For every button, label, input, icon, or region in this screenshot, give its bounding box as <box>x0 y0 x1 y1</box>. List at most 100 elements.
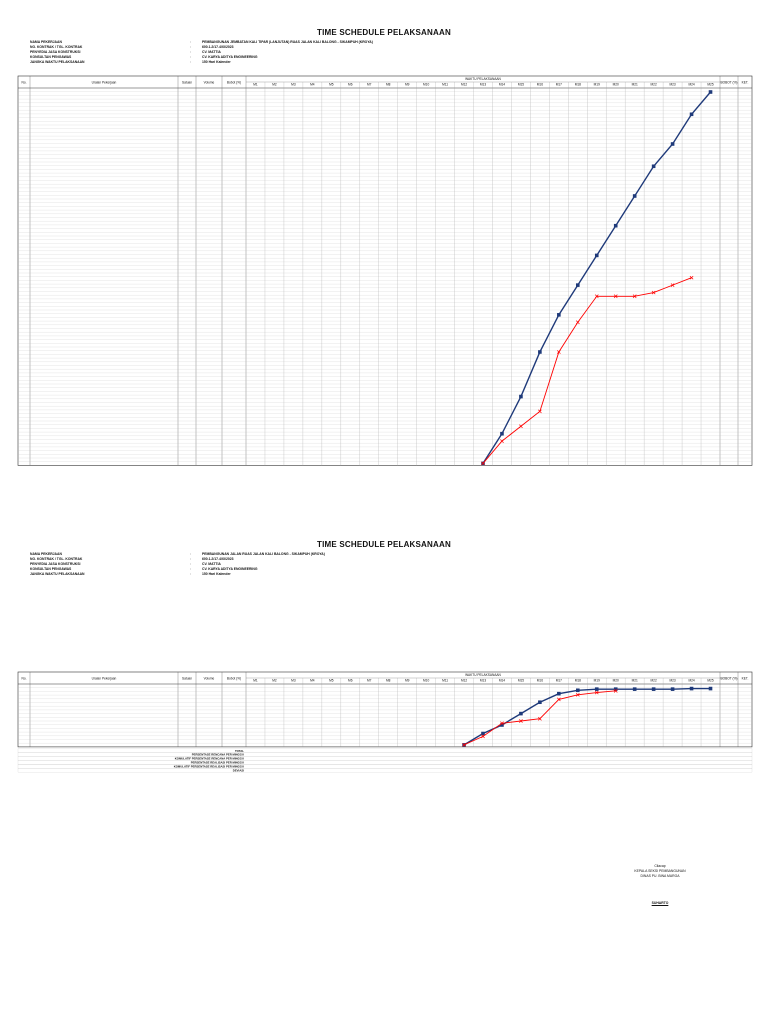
meta-key: KONSULTAN PENGAWAS <box>30 567 72 571</box>
data-point <box>556 697 561 702</box>
series-line <box>463 690 616 746</box>
week-label: M14 <box>499 678 505 682</box>
meta-key: NO. KONTRAK / TGL. KONTRAK <box>30 45 83 49</box>
week-label: M22 <box>651 678 657 682</box>
meta-key: NO. KONTRAK / TGL. KONTRAK <box>30 557 83 561</box>
data-point <box>613 223 618 228</box>
week-label: M9 <box>405 82 410 86</box>
week-label: M8 <box>386 678 391 682</box>
week-label: M15 <box>518 82 524 86</box>
data-point <box>500 723 504 727</box>
sheet-title: TIME SCHEDULE PELAKSANAAN <box>317 540 451 549</box>
meta-value: PEMBANGUNAN JALAN RUAS JALAN KALI BALONG… <box>202 552 325 556</box>
data-point <box>575 320 580 325</box>
week-label: M3 <box>291 678 296 682</box>
data-point <box>689 275 694 280</box>
schedule-sheet-top: TIME SCHEDULE PELAKSANAAN NAMA PEKERJAAN… <box>17 28 753 466</box>
data-point <box>538 350 542 354</box>
data-point <box>613 687 618 691</box>
data-point <box>538 700 542 705</box>
week-label: M7 <box>367 678 372 682</box>
header-satuan: Satuan <box>182 677 192 681</box>
summary-label: KOMULATIF PERSENTASE RENCANA PER MINGGU <box>175 757 244 761</box>
series-line <box>482 91 712 464</box>
meta-key: NAMA PEKERJAAN <box>30 40 62 44</box>
header-uraian: Uraian Pekerjaan <box>92 677 117 681</box>
data-point <box>689 686 694 691</box>
schedule-table-bottom: No. Uraian Pekerjaan Satuan Volume Bobot (%)… <box>17 671 753 773</box>
week-label: M2 <box>272 678 277 682</box>
meta-key: PENYEDIA JASA KONSTRUKSI <box>30 50 81 54</box>
week-label: M3 <box>291 82 296 86</box>
week-label: M7 <box>367 82 372 86</box>
week-label: M14 <box>499 82 505 86</box>
data-point <box>594 294 599 299</box>
week-label: M17 <box>556 82 562 86</box>
week-label: M10 <box>423 678 429 682</box>
week-label: M6 <box>348 678 353 682</box>
week-label: M24 <box>688 82 694 86</box>
week-label: M23 <box>669 82 675 86</box>
data-point <box>708 686 713 691</box>
week-label: M16 <box>537 678 543 682</box>
table-frame <box>17 671 753 748</box>
summary-row <box>17 756 753 761</box>
data-point <box>632 687 637 691</box>
week-label: M20 <box>613 82 619 86</box>
summary-label: PERSENTASE RENCANA PER MINGGU <box>192 753 244 757</box>
table-frame <box>17 75 753 466</box>
summary-row <box>17 748 753 753</box>
week-label: M8 <box>386 82 391 86</box>
data-point <box>613 688 618 693</box>
header-no: No. <box>22 81 27 85</box>
week-label: M5 <box>329 82 334 86</box>
week-label: M23 <box>669 678 675 682</box>
data-point <box>519 711 523 716</box>
header-ket: KET. <box>742 81 749 85</box>
week-label: M21 <box>632 82 638 86</box>
week-label: M10 <box>423 82 429 86</box>
data-point <box>651 290 656 295</box>
schedule-sheet-bottom: TIME SCHEDULE PELAKSANAAN NAMA PEKERJAAN… <box>0 512 768 1024</box>
data-point <box>556 350 561 354</box>
data-point <box>576 688 580 693</box>
data-point <box>632 194 637 198</box>
summary-label: PERSENTASE REALISASI PER MINGGU <box>191 761 244 765</box>
summary-row <box>17 768 753 773</box>
header-bobot: Bobot (%) <box>227 677 241 681</box>
meta-key: KONSULTAN PENGAWAS <box>30 55 72 59</box>
week-label: M11 <box>442 82 448 86</box>
meta-value: CV. KARYA ADITYA ENGINEERING <box>202 55 258 59</box>
meta-value: CV. KARYA ADITYA ENGINEERING <box>202 567 258 571</box>
week-label: M12 <box>461 678 467 682</box>
meta-value: 600.1.2/17.4/XI/2023 <box>202 45 234 49</box>
data-point <box>594 253 599 258</box>
meta-key: NAMA PEKERJAAN <box>30 552 62 556</box>
header-no: No. <box>22 677 27 681</box>
meta-value: 150 Hari Kalender <box>202 60 231 64</box>
data-point <box>651 164 656 169</box>
week-label: M11 <box>442 678 448 682</box>
week-label: M20 <box>613 678 619 682</box>
schedule-table-top: No. Uraian Pekerjaan Satuan Volume Bobot (%)… <box>17 75 753 466</box>
data-point <box>594 687 599 691</box>
summary-label: DEVIASI <box>233 768 244 772</box>
data-point <box>557 313 561 317</box>
data-point <box>500 431 504 436</box>
week-label: M22 <box>651 82 657 86</box>
data-point <box>462 743 466 747</box>
data-point <box>519 394 523 399</box>
data-point <box>575 692 580 697</box>
header-waktu: WAKTU PELAKSANAAN <box>465 673 501 677</box>
meta-value: PEMBANGUNAN JEMBATAN KALI TIPAR (LANJUTA… <box>202 40 373 44</box>
signature-unit: DINAS PU. BINA MARGA <box>640 874 680 878</box>
series-line <box>482 277 692 464</box>
header-bobot: Bobot (%) <box>227 81 241 85</box>
summary-label: TOTAL <box>235 749 244 753</box>
meta-key: JANGKA WAKTU PELAKSANAAN <box>30 572 85 576</box>
week-label: M25 <box>707 678 713 682</box>
summary-row <box>17 764 753 769</box>
week-label: M4 <box>310 82 315 86</box>
week-label: M24 <box>688 678 694 682</box>
meta-key: PENYEDIA JASA KONSTRUKSI <box>30 562 81 566</box>
